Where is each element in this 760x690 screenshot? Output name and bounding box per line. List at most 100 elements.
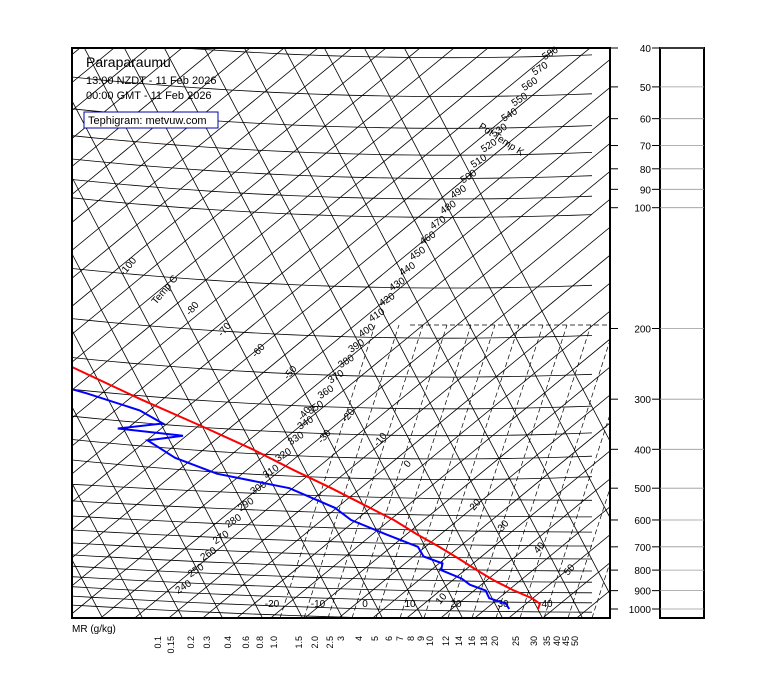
dry-adiabat-line (576, 590, 610, 618)
isotherm-line (72, 405, 183, 618)
mixing-ratio-line (351, 324, 448, 618)
pressure-tick-label: 600 (634, 516, 651, 527)
dry-adiabat-line (720, 0, 760, 640)
base-temp-label: -20 (265, 599, 280, 610)
base-temp-label: 10 (404, 599, 416, 610)
dry-adiabat-line (0, 0, 90, 640)
isobar-line (178, 48, 593, 59)
mixing-ratio-line (375, 324, 472, 618)
isobar-line (72, 179, 593, 200)
pot-temp-label: 250 (186, 561, 206, 580)
pressure-tick-label: 70 (640, 142, 652, 153)
dry-adiabat-line (440, 478, 610, 618)
base-temp-label: 20 (450, 599, 462, 610)
pot-temp-label: 270 (211, 528, 231, 547)
mixing-ratio-tick-label: 2.5 (325, 636, 335, 649)
isotherm-line (72, 482, 143, 618)
mixing-ratio-line (471, 324, 568, 618)
isobar-line (72, 135, 593, 156)
dry-adiabat-line (72, 48, 455, 363)
pressure-axis: 40 50 60 70 80 90 100 200 300 400 500 600 700 800 900 1… (610, 44, 704, 616)
credit-link[interactable]: Tephigram: metvuw.com (88, 115, 207, 127)
dry-adiabat-line (168, 254, 610, 618)
dry-adiabat-line (72, 48, 523, 419)
pot-temp-label: 310 (261, 462, 281, 481)
dry-adiabat-line (406, 450, 610, 618)
pressure-tick-label: 1000 (629, 605, 652, 616)
dry-adiabat-line (372, 422, 610, 618)
isotherm-line (163, 48, 463, 618)
mixing-ratio-line (423, 324, 520, 618)
dry-adiabat-line (304, 366, 610, 618)
isobar-line (72, 542, 593, 560)
dry-adiabat-line (652, 0, 760, 640)
isotherm-line (403, 48, 610, 443)
mixing-ratio-tick-label: 7 (395, 636, 405, 641)
isobar-line (72, 554, 593, 572)
dry-adiabat-line (338, 394, 610, 618)
isobar-line (72, 483, 593, 501)
mixing-ratio-tick-label: 0.15 (166, 636, 176, 654)
isotherm-line (72, 329, 223, 618)
mixing-ratio-tick-label: 0.8 (255, 636, 265, 649)
local-time: 13:00 NZDT - 11 Feb 2026 (86, 75, 216, 87)
mixing-ratio-tick-label: 2.0 (310, 636, 320, 649)
mixing-ratio-tick-label: 5 (370, 636, 380, 641)
isotherm-line (203, 48, 503, 618)
mixing-ratio-line (447, 324, 544, 618)
pressure-tick-label: 500 (634, 484, 651, 495)
mixing-ratio-tick-label: 18 (479, 636, 489, 646)
dry-adiabat-line (72, 48, 557, 447)
wind-panel-frame (659, 47, 705, 619)
mixing-ratio-tick-label: 30 (529, 636, 539, 646)
isotherm-line (123, 48, 423, 618)
mixing-ratio-axis-label: MR (g/kg) (72, 624, 116, 635)
mixing-ratio-line (543, 413, 610, 618)
isobar-line (72, 388, 593, 410)
pressure-tick-label: 80 (640, 165, 652, 176)
pressure-tick-label: 90 (640, 185, 652, 196)
dry-adiabat-line (72, 170, 610, 615)
mixing-ratio-tick-label: 0.6 (241, 636, 251, 649)
dry-adiabat-line (686, 0, 760, 640)
mixing-ratio-tick-label: 4 (354, 636, 364, 641)
isotherm-line (0, 0, 63, 619)
pressure-tick-label: 200 (634, 325, 651, 336)
dry-adiabat-line (72, 86, 610, 531)
isotherm-line (0, 0, 23, 619)
isotherm-line (72, 176, 303, 618)
isobar-line (72, 318, 593, 339)
grid-lines (0, 0, 760, 640)
isobar-line (72, 604, 389, 618)
pressure-tick-label: 900 (634, 587, 651, 598)
isobar-line (72, 595, 593, 613)
dry-adiabat-line (236, 310, 610, 618)
isotherm-line (243, 48, 543, 618)
dry-adiabat-line (202, 282, 610, 618)
mixing-ratio-tick-label: 40 (552, 636, 562, 646)
dry-adiabat-line (72, 48, 591, 475)
mixing-ratio-tick-label: 16 (467, 636, 477, 646)
mixing-ratio-tick-label: 0.4 (223, 636, 233, 649)
pot-temp-label: 380 (336, 352, 356, 371)
mixing-ratio-tick-label: 3 (336, 636, 346, 641)
isotherm-line (83, 48, 383, 618)
mixing-ratio-line (591, 561, 610, 618)
gmt-time: 00:00 GMT - 11 Feb 2026 (86, 90, 212, 102)
isobar-line (72, 529, 592, 547)
isotherm-label: 50 (562, 562, 578, 578)
isotherm-label: -80 (184, 299, 202, 317)
dry-adiabat-line (72, 114, 610, 559)
pressure-tick-label: 400 (634, 445, 651, 456)
isotherm-line (72, 252, 263, 618)
isobar-line (72, 576, 593, 594)
pressure-tick-label: 700 (634, 543, 651, 554)
pot-temp-label: 290 (236, 495, 256, 514)
mixing-ratio-tick-label: 25 (511, 636, 521, 646)
isotherm-line (363, 48, 610, 519)
dry-adiabat-line (72, 48, 353, 279)
mixing-ratio-tick-label: 10 (425, 636, 435, 646)
dry-adiabat-line (754, 0, 760, 640)
plot-frame (71, 47, 611, 619)
mixing-ratio-tick-label: 0.3 (202, 636, 212, 649)
